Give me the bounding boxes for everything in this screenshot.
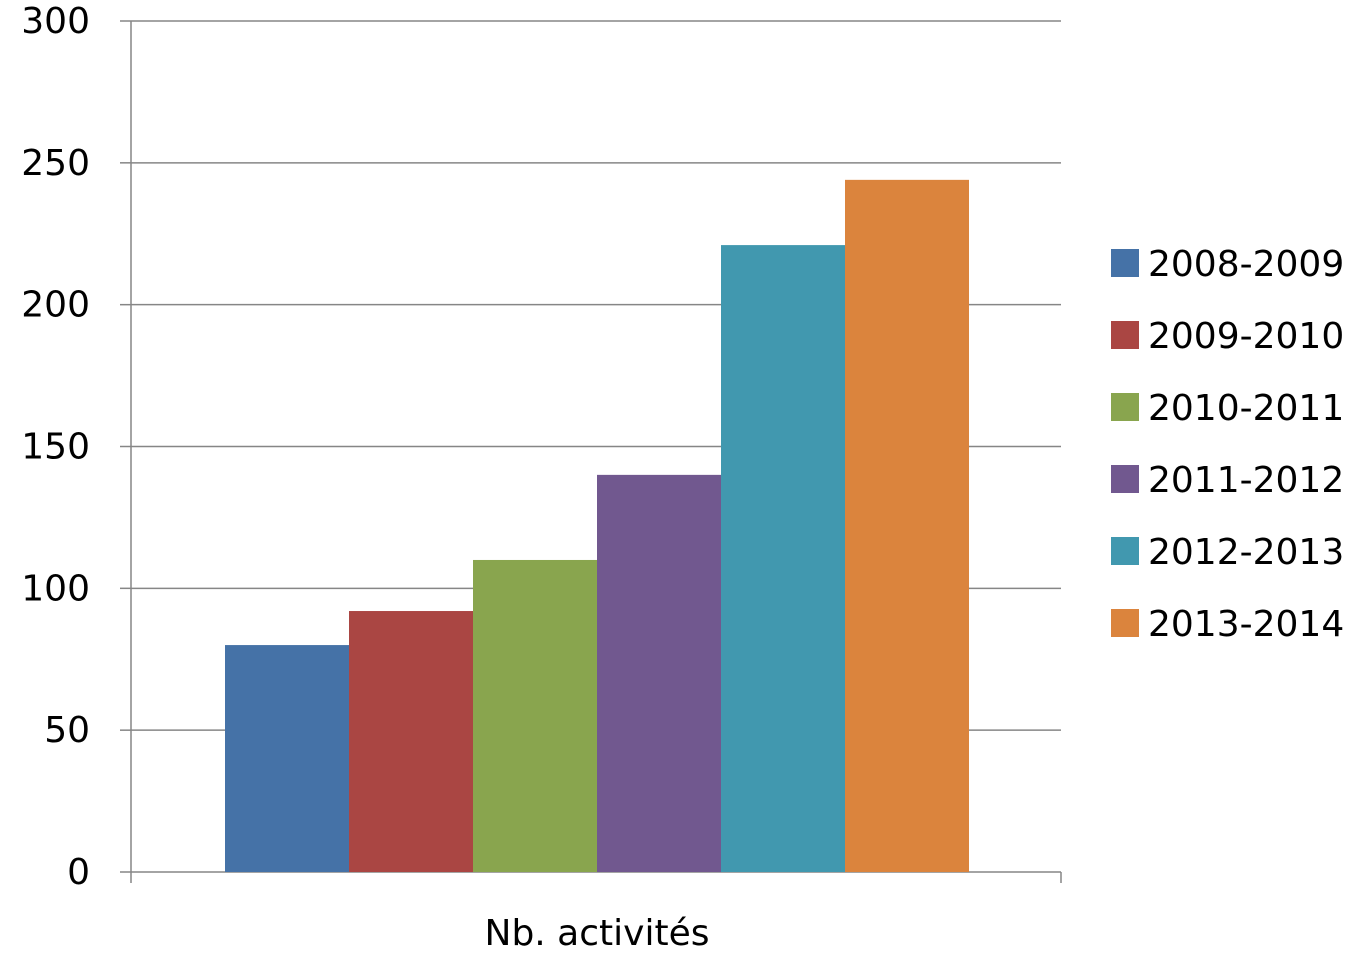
legend-label: 2008-2009 (1148, 244, 1344, 285)
legend-swatch (1111, 537, 1139, 565)
bar-2013-2014 (845, 179, 969, 872)
legend-swatch (1111, 393, 1139, 421)
y-tick-label: 300 (21, 1, 90, 42)
y-tick-label: 50 (44, 710, 90, 751)
legend-label: 2009-2010 (1148, 316, 1344, 357)
bars (225, 179, 969, 872)
legend-swatch (1111, 465, 1139, 493)
legend-label: 2010-2011 (1148, 388, 1344, 429)
y-tick-label: 100 (21, 568, 90, 609)
legend-label: 2013-2014 (1148, 604, 1344, 645)
bar-2009-2010 (349, 611, 473, 872)
legend-label: 2012-2013 (1148, 532, 1344, 573)
bar-2008-2009 (225, 645, 349, 872)
bar-2011-2012 (597, 474, 721, 872)
legend: 2008-2009 2009-2010 2010-2011 2011-2012 2012… (1111, 244, 1344, 645)
y-tick-label: 150 (21, 427, 90, 468)
legend-label: 2011-2012 (1148, 460, 1344, 501)
x-category-label: Nb. activités (485, 913, 710, 952)
bar-2010-2011 (473, 559, 597, 872)
legend-swatch (1111, 249, 1139, 277)
y-tick-label: 0 (67, 852, 90, 893)
y-tick-label: 250 (21, 143, 90, 184)
axis-labels: 0 50 100 150 200 250 300 Nb. activités (21, 1, 710, 954)
bar-2012-2013 (721, 245, 845, 872)
legend-swatch (1111, 321, 1139, 349)
y-tick-label: 200 (21, 285, 90, 326)
legend-swatch (1111, 609, 1139, 637)
